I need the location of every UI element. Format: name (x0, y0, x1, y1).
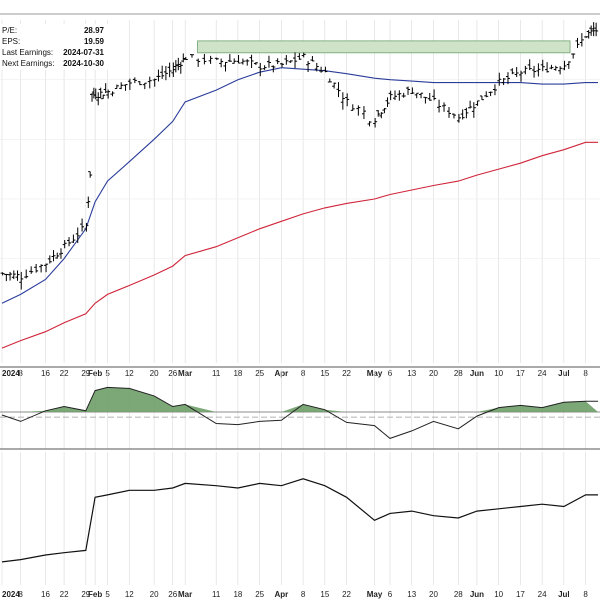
x-axis-lower-tick-label: 2024 (2, 590, 20, 599)
x-axis-lower-tick-label: 6 (388, 590, 393, 599)
x-axis-lower-tick-label: 13 (407, 590, 416, 599)
moving-average-short-line (1, 67, 598, 304)
x-axis-lower-tick-label: 20 (429, 590, 438, 599)
x-axis-lower-tick-label: 26 (168, 590, 177, 599)
price-panel (0, 20, 600, 363)
x-axis-lower-tick-label: Jun (470, 590, 484, 599)
x-axis-lower-tick-label: 22 (342, 590, 351, 599)
x-axis-lower-tick-label: 22 (60, 590, 69, 599)
x-axis-lower-tick-label: 12 (125, 590, 134, 599)
x-axis-lower-tick-label: 11 (212, 590, 221, 599)
stat-last-earnings-label: Last Earnings: (2, 48, 53, 57)
x-axis-lower-tick-label: 17 (516, 590, 525, 599)
stat-next-earnings-label: Next Earnings: (2, 59, 54, 68)
x-axis-lower-tick-label: 25 (255, 590, 264, 599)
x-axis-lower-tick-label: May (367, 590, 383, 599)
x-axis-lower-tick-label: 16 (41, 590, 50, 599)
resistance-zone (197, 40, 571, 54)
x-axis-lower-tick-label: 18 (233, 590, 242, 599)
x-axis-lower-tick-label: 8 (18, 590, 23, 599)
x-axis-lower-tick-label: 8 (583, 590, 588, 599)
x-axis-lower-tick-label: 5 (105, 590, 110, 599)
momentum-line (1, 386, 598, 439)
stats-box: P/E: 28.97 EPS: 19.59 Last Earnings: 202… (0, 24, 108, 70)
x-axis-lower-tick-label: Feb (88, 590, 102, 599)
price-bars (0, 22, 599, 290)
x-axis-lower-tick-label: 20 (150, 590, 159, 599)
price-grid (0, 20, 600, 363)
x-axis-upper-tick-label: 2024 (2, 369, 20, 378)
x-axis-lower-tick-label: 8 (301, 590, 306, 599)
x-axis-upper: 20248162229Feb5122026Mar111825Apr81522Ma… (2, 369, 588, 378)
x-axis-lower-tick-label: 29 (81, 590, 90, 599)
stat-eps-label: EPS: (2, 37, 20, 46)
x-axis-lower-tick-label: 24 (538, 590, 547, 599)
moving-average-long-line (1, 141, 598, 349)
momentum-panel (0, 369, 600, 449)
stat-pe-value: 28.97 (84, 26, 105, 35)
x-axis-lower-tick-label: Jul (558, 590, 570, 599)
stat-pe-label: P/E: (2, 26, 17, 35)
stat-eps-value: 19.59 (84, 37, 105, 46)
x-axis-lower-tick-label: Apr (274, 590, 288, 599)
relative-strength-grid (1, 452, 586, 585)
stat-last-earnings-value: 2024-07-31 (63, 48, 104, 57)
stat-next-earnings-value: 2024-10-30 (63, 59, 104, 68)
x-axis-lower-tick-label: Mar (178, 590, 192, 599)
x-axis-lower-tick-label: 28 (454, 590, 463, 599)
relative-strength-line (1, 478, 598, 563)
x-axis-lower-tick-label: 10 (494, 590, 503, 599)
relative-strength-panel (1, 452, 598, 585)
x-axis-lower-tick-label: 15 (320, 590, 329, 599)
momentum-fill (2, 387, 598, 412)
panel-borders (0, 13, 600, 450)
